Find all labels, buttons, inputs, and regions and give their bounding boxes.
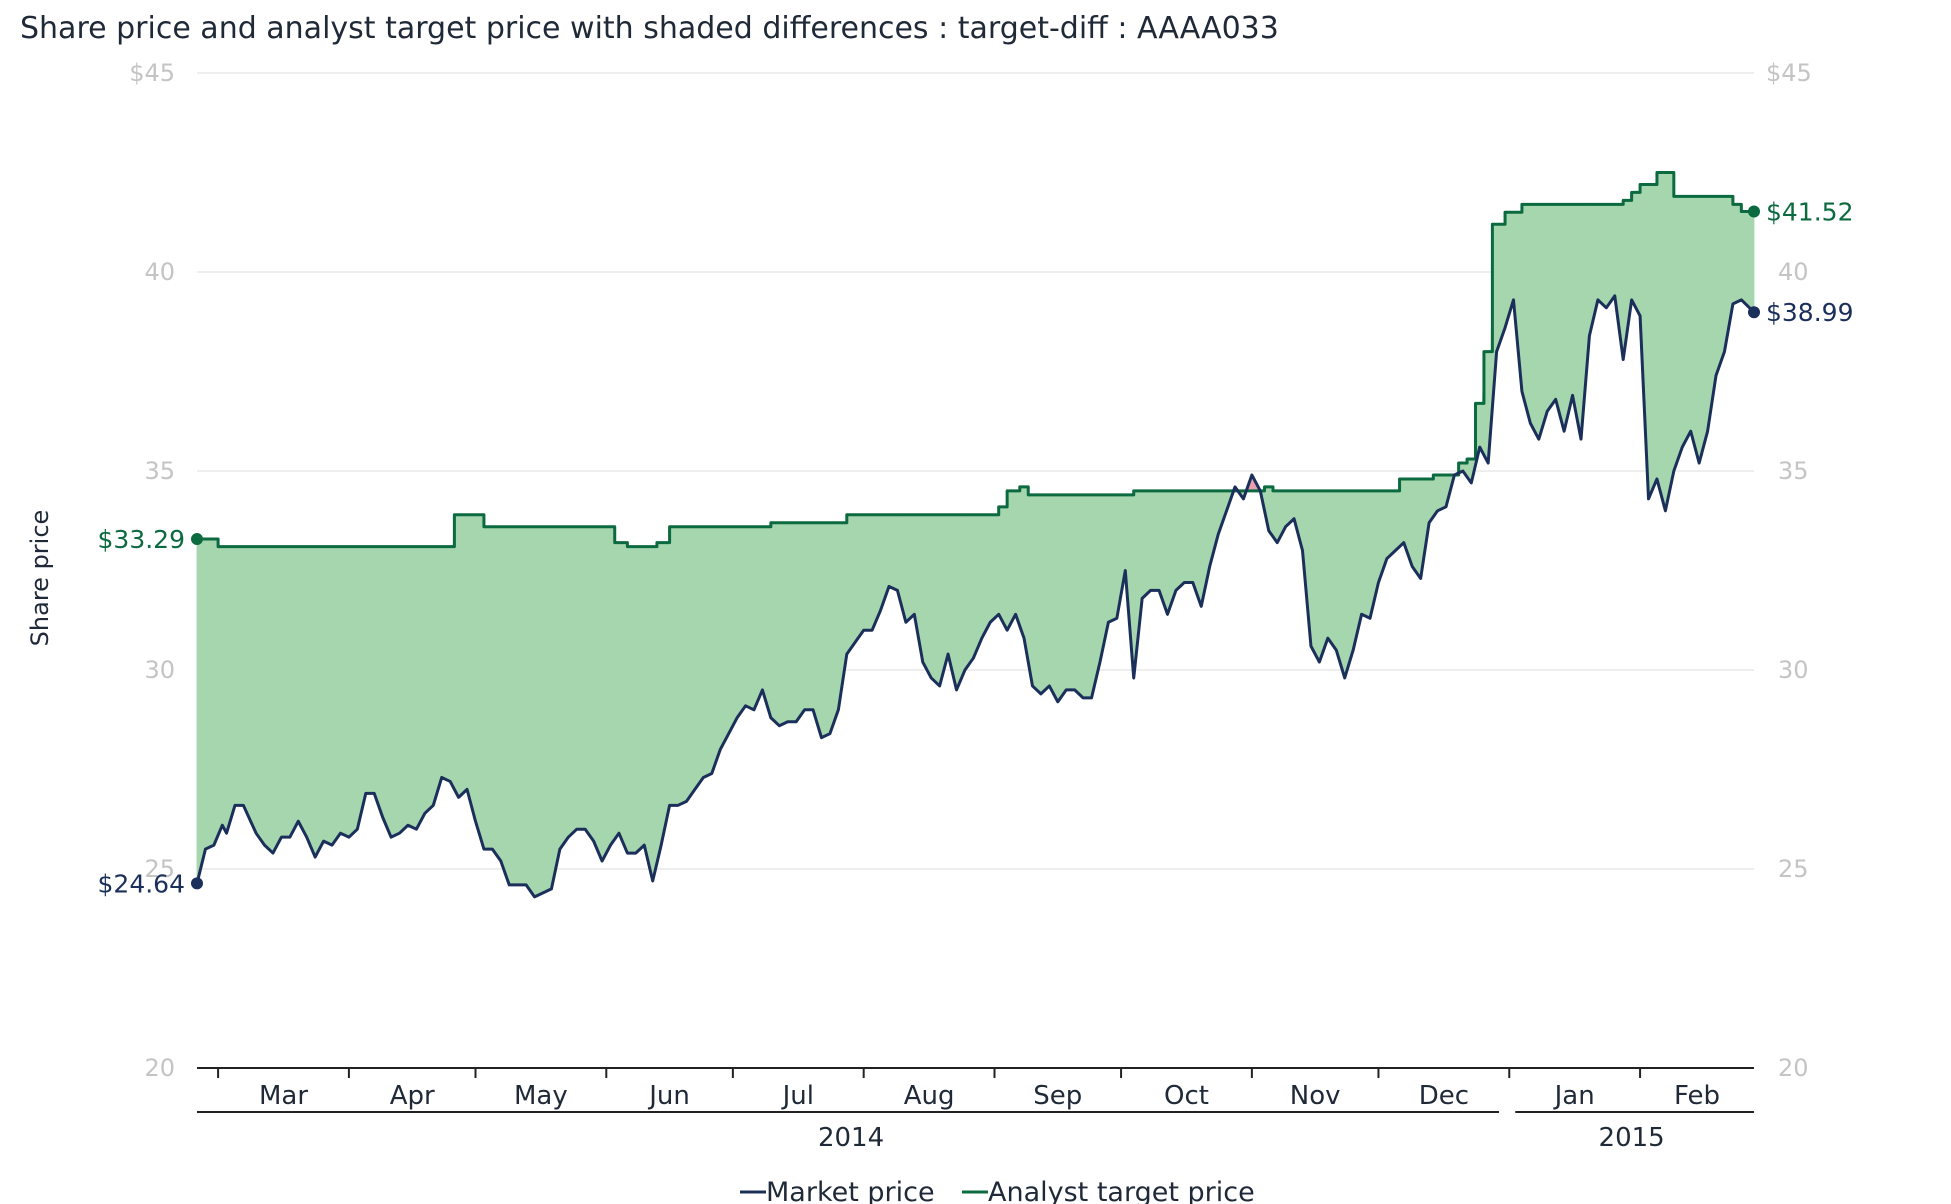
y-tick-label-left: 25 <box>144 855 175 883</box>
difference-fill <box>196 172 1755 898</box>
market-price-line <box>195 294 1756 899</box>
y-tick-label-right: 20 <box>1778 1054 1809 1082</box>
y-tick-label-right: 35 <box>1778 457 1809 485</box>
market-end-label: $38.99 <box>1766 298 1853 327</box>
month-label: Dec <box>1419 1081 1469 1111</box>
month-label: Oct <box>1164 1081 1209 1111</box>
y-tick-label-left: 30 <box>144 656 175 684</box>
y-tick-label-right: $45 <box>1766 59 1812 87</box>
month-label: Aug <box>904 1081 955 1111</box>
target-end-label: $41.52 <box>1766 198 1853 227</box>
month-label: Jul <box>781 1081 814 1111</box>
x-axis: Mar Apr May Jun Jul Aug Sep Oct Nov Dec Jan Feb 2014… <box>197 1067 1754 1153</box>
market-start-point <box>191 877 203 890</box>
y-tick-label-left: 40 <box>144 258 175 286</box>
labels: $24.64 $33.29 $41.52 $38.99 <box>98 198 1854 899</box>
target-price-line <box>197 171 1754 549</box>
month-label: Apr <box>390 1081 435 1111</box>
y-tick-label-left: 35 <box>144 457 175 485</box>
month-label: Sep <box>1033 1081 1082 1111</box>
y-tick-label-right: 25 <box>1778 855 1809 883</box>
legend: Market price Analyst target price <box>740 1177 1255 1204</box>
month-label: Feb <box>1674 1081 1720 1111</box>
legend-market-label: Market price <box>766 1177 935 1204</box>
month-label: May <box>514 1081 568 1111</box>
month-label: Nov <box>1290 1081 1341 1111</box>
market-start-label: $24.64 <box>98 869 185 898</box>
fill-segment-above <box>1751 211 1755 314</box>
y-tick-label-right: 40 <box>1778 258 1809 286</box>
y-tick-label-left: $45 <box>129 59 175 87</box>
market-end-point <box>1748 306 1760 319</box>
y-tick-label-left: 20 <box>144 1054 175 1082</box>
month-label: Mar <box>259 1081 308 1111</box>
legend-target-label: Analyst target price <box>988 1177 1255 1204</box>
chart-title: Share price and analyst target price wit… <box>20 11 1279 46</box>
y-tick-label-right: 30 <box>1778 656 1809 684</box>
y-axis-title: Share price <box>26 510 54 647</box>
month-label: Jan <box>1553 1081 1595 1111</box>
target-start-point <box>191 533 203 546</box>
series-lines <box>195 171 1756 899</box>
target-end-point <box>1748 205 1760 218</box>
year-label: 2015 <box>1599 1123 1665 1153</box>
target-start-label: $33.29 <box>98 525 185 554</box>
month-label: Jun <box>647 1081 690 1111</box>
year-label: 2014 <box>818 1123 884 1153</box>
